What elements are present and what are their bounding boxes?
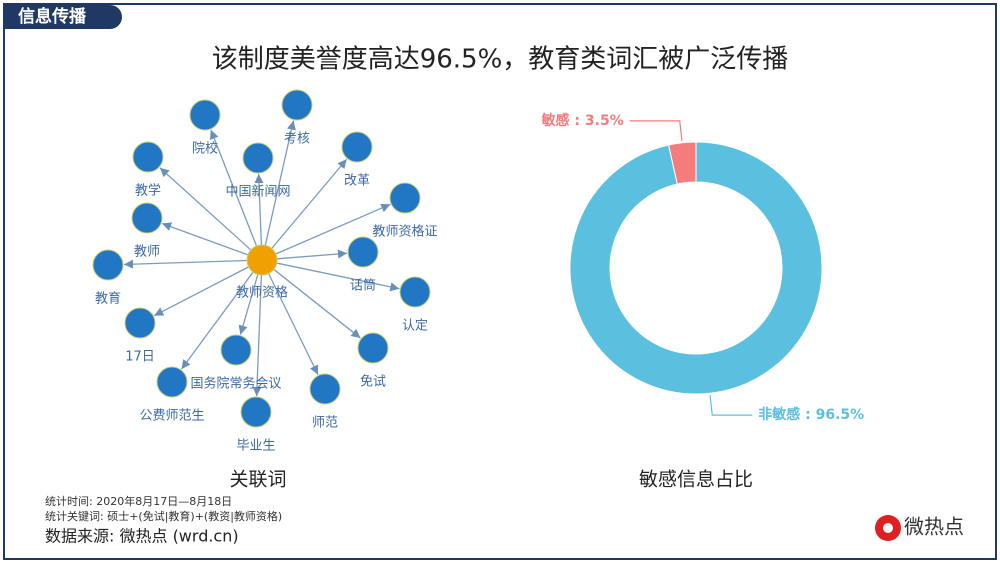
- edge: [159, 167, 252, 251]
- node-label: 免试: [360, 375, 386, 390]
- network-caption: 关联词: [229, 469, 286, 491]
- node: [389, 182, 421, 214]
- node: [220, 334, 252, 366]
- edge: [252, 274, 263, 397]
- donut: 敏感 : 3.5% 非敏感 : 96.5%: [541, 112, 865, 423]
- node-label: 院校: [192, 141, 218, 157]
- node-label: 中国新闻网: [225, 184, 290, 200]
- footer-source: 数据来源: 微热点 (wrd.cn): [45, 527, 239, 546]
- node: [92, 249, 124, 281]
- node: [357, 332, 389, 364]
- node: [240, 396, 272, 428]
- edge: [254, 173, 264, 246]
- node: [131, 202, 163, 234]
- tab-label: 信息传播: [18, 6, 87, 27]
- node-label: 改革: [344, 174, 370, 189]
- node: [242, 142, 274, 174]
- edge: [267, 273, 319, 375]
- data-label: 非敏感 : 96.5%: [758, 406, 864, 423]
- footer-period: 统计时间: 2020年8月17日—8月18日: [45, 494, 232, 508]
- donut-caption: 敏感信息占比: [639, 469, 753, 491]
- node-label: 考核: [284, 132, 310, 147]
- node: [189, 99, 221, 131]
- frame: [3, 3, 997, 560]
- node-label: 教育: [95, 291, 121, 307]
- edge: [275, 203, 391, 255]
- edge: [123, 259, 248, 269]
- node: [156, 366, 188, 398]
- node: [124, 307, 156, 339]
- node-label: 话筒: [350, 278, 376, 294]
- logo-icon-eye: [883, 523, 893, 533]
- node: [281, 89, 313, 121]
- node: [347, 236, 379, 268]
- node: [132, 141, 164, 173]
- edge: [161, 222, 249, 256]
- edge: [209, 129, 258, 247]
- node: [341, 131, 373, 163]
- leader-line: [709, 395, 753, 416]
- center-label: 教师资格: [236, 285, 288, 301]
- footer-keywords: 统计关键词: 硕士+(免试|教育)+(教资|教师资格): [45, 509, 282, 523]
- edge: [276, 262, 400, 292]
- donut-slice: [569, 141, 823, 395]
- edge: [238, 274, 259, 335]
- node-label: 教学: [135, 183, 161, 199]
- node-label: 国务院常务会议: [190, 376, 281, 392]
- data-label: 敏感 : 3.5%: [541, 112, 624, 129]
- edge: [276, 249, 348, 260]
- node: [399, 276, 431, 308]
- node-label: 认定: [402, 319, 428, 334]
- node: [309, 373, 341, 405]
- edge: [153, 266, 249, 317]
- node-label: 毕业生: [236, 439, 275, 454]
- center-node: [246, 244, 278, 276]
- edge: [271, 158, 348, 249]
- node-label: 师范: [312, 416, 338, 431]
- node-label: 教师资格证: [372, 224, 437, 240]
- edge: [180, 271, 254, 370]
- slide-title: 该制度美誉度高达96.5%，教育类词汇被广泛传播: [212, 45, 789, 75]
- edge: [264, 120, 296, 246]
- tab-bg: [4, 5, 122, 29]
- node-label: 公费师范生: [139, 409, 204, 424]
- node-label: 教师: [134, 244, 160, 260]
- leader-line: [629, 120, 683, 141]
- node-label: 17日: [125, 350, 155, 365]
- edge: [273, 268, 361, 339]
- logo-text: 微热点: [904, 515, 964, 539]
